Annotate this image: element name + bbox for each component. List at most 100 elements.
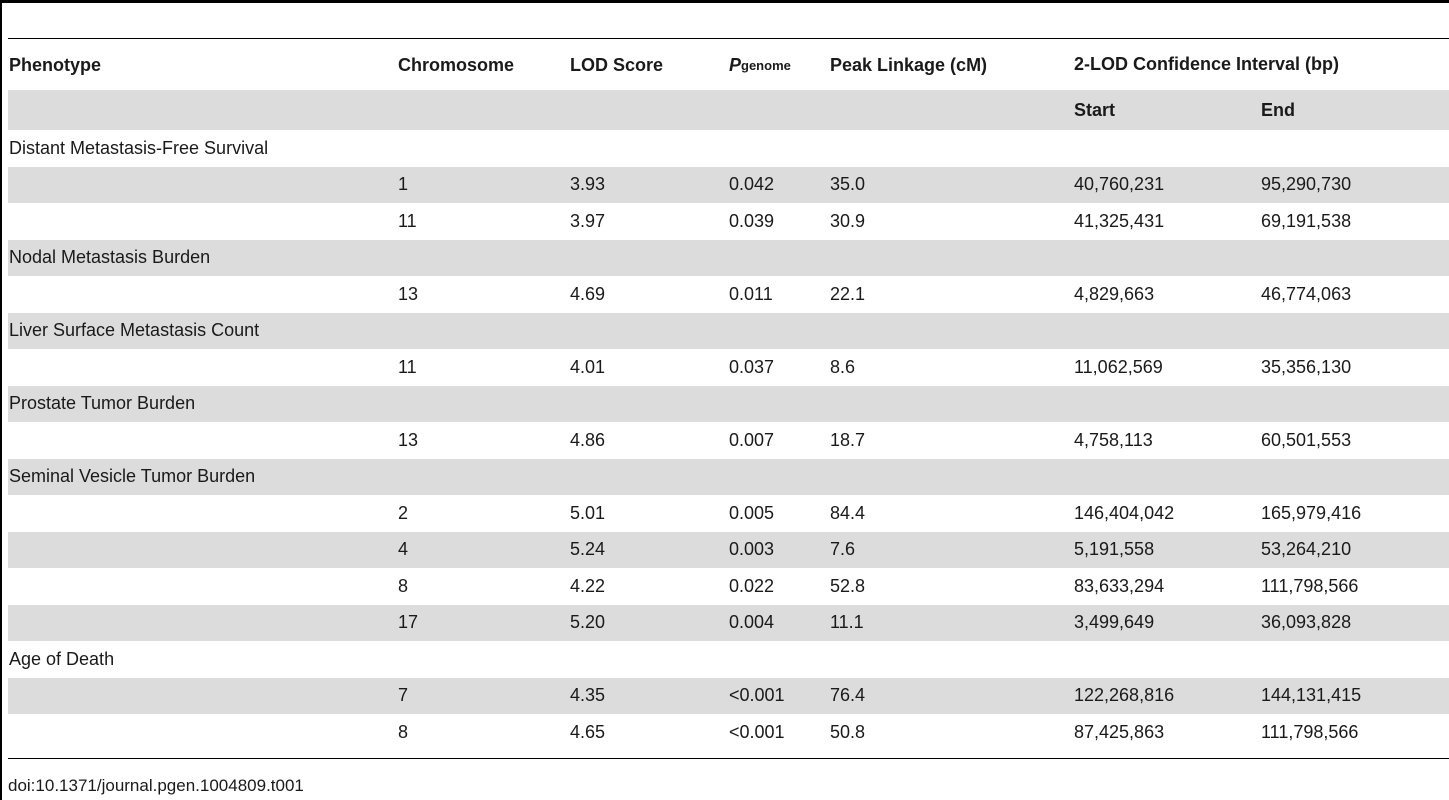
chromosome-cell: 1 [398, 174, 409, 195]
lod-cell: 4.65 [570, 721, 606, 742]
peak-linkage-cell: 11.1 [830, 612, 864, 633]
chromosome-cell: 17 [398, 612, 419, 633]
header-chromosome: Chromosome [398, 54, 515, 75]
p-genome-cell: 0.007 [729, 429, 775, 450]
chromosome-cell: 4 [398, 539, 409, 560]
header-p-main: P [729, 54, 742, 75]
phenotype-group-row: Distant Metastasis-Free Survival [8, 130, 1449, 167]
peak-linkage-cell: 52.8 [830, 575, 866, 596]
lod-cell: 5.01 [570, 502, 606, 523]
header-lod-score: LOD Score [570, 54, 664, 75]
p-genome-cell: 0.005 [729, 502, 775, 523]
lod-cell: 4.22 [570, 575, 606, 596]
p-genome-cell: <0.001 [729, 721, 785, 742]
table-row: 13 4.86 0.007 18.7 4,758,113 60,501,553 [8, 422, 1449, 459]
table-body: Distant Metastasis-Free Survival 1 3.93 0.0… [8, 130, 1449, 751]
end-cell: 35,356,130 [1261, 356, 1352, 377]
lod-cell: 3.93 [570, 174, 606, 195]
chromosome-cell: 8 [398, 721, 409, 742]
start-cell: 83,633,294 [1074, 575, 1165, 596]
p-genome-cell: <0.001 [729, 685, 785, 706]
header-rule [8, 38, 1449, 39]
phenotype-label: Distant Metastasis-Free Survival [9, 137, 269, 158]
bottom-rule [8, 758, 1449, 759]
p-genome-cell: 0.039 [729, 210, 775, 231]
chromosome-cell: 11 [398, 210, 417, 231]
start-cell: 146,404,042 [1074, 502, 1175, 523]
peak-linkage-cell: 7.6 [830, 539, 856, 560]
subheader-row: Start End [8, 90, 1449, 130]
end-cell: 46,774,063 [1261, 283, 1352, 304]
peak-linkage-cell: 35.0 [830, 174, 866, 195]
phenotype-label: Liver Surface Metastasis Count [9, 320, 260, 341]
header-start: Start [1074, 99, 1116, 120]
lod-cell: 5.20 [570, 612, 606, 633]
header-p-sub: genome [741, 57, 791, 73]
table-row: 7 4.35 <0.001 76.4 122,268,816 144,131,415 [8, 677, 1449, 714]
table-row: 17 5.20 0.004 11.1 3,499,649 36,093,828 [8, 604, 1449, 641]
p-genome-cell: 0.022 [729, 575, 775, 596]
lod-cell: 4.86 [570, 429, 606, 450]
phenotype-group-row: Prostate Tumor Burden [8, 385, 1449, 422]
end-cell: 95,290,730 [1261, 174, 1352, 195]
phenotype-group-row: Liver Surface Metastasis Count [8, 312, 1449, 349]
phenotype-label: Nodal Metastasis Burden [9, 247, 211, 268]
chromosome-cell: 2 [398, 502, 409, 523]
table-row: 11 3.97 0.039 30.9 41,325,431 69,191,538 [8, 203, 1449, 240]
chromosome-cell: 8 [398, 575, 409, 596]
peak-linkage-cell: 84.4 [830, 502, 866, 523]
table-row: 11 4.01 0.037 8.6 11,062,569 35,356,130 [8, 349, 1449, 386]
p-genome-cell: 0.003 [729, 539, 775, 560]
chromosome-cell: 13 [398, 283, 419, 304]
p-genome-cell: 0.042 [729, 174, 775, 195]
start-cell: 41,325,431 [1074, 210, 1165, 231]
end-cell: 111,798,566 [1261, 575, 1359, 596]
start-cell: 40,760,231 [1074, 174, 1165, 195]
p-genome-cell: 0.037 [729, 356, 775, 377]
phenotype-group-row: Seminal Vesicle Tumor Burden [8, 458, 1449, 495]
end-cell: 36,093,828 [1261, 612, 1352, 633]
start-cell: 3,499,649 [1074, 612, 1155, 633]
chromosome-cell: 11 [398, 356, 417, 377]
peak-linkage-cell: 50.8 [830, 721, 866, 742]
header-phenotype: Phenotype [9, 54, 102, 75]
header-confidence-interval: 2-LOD Confidence Interval (bp) [1074, 54, 1340, 74]
start-cell: 4,758,113 [1074, 429, 1153, 450]
header-peak-linkage: Peak Linkage (cM) [830, 54, 988, 75]
table-row: 8 4.65 <0.001 50.8 87,425,863 111,798,566 [8, 714, 1449, 751]
phenotype-group-row: Nodal Metastasis Burden [8, 239, 1449, 276]
end-cell: 60,501,553 [1261, 429, 1352, 450]
start-cell: 5,191,558 [1074, 539, 1155, 560]
end-cell: 111,798,566 [1261, 721, 1359, 742]
peak-linkage-cell: 76.4 [830, 685, 866, 706]
left-border [0, 0, 2, 800]
end-cell: 53,264,210 [1261, 539, 1352, 560]
top-border [0, 0, 1449, 3]
end-cell: 69,191,538 [1261, 210, 1352, 231]
chromosome-cell: 13 [398, 429, 419, 450]
peak-linkage-cell: 22.1 [830, 283, 866, 304]
peak-linkage-cell: 8.6 [830, 356, 856, 377]
phenotype-label: Prostate Tumor Burden [9, 393, 196, 414]
doi-caption: doi:10.1371/journal.pgen.1004809.t001 [8, 776, 304, 795]
p-genome-cell: 0.011 [729, 283, 773, 304]
peak-linkage-cell: 30.9 [830, 210, 866, 231]
header-end: End [1261, 99, 1295, 120]
end-cell: 144,131,415 [1261, 685, 1362, 706]
phenotype-group-row: Age of Death [8, 641, 1449, 678]
lod-cell: 4.69 [570, 283, 606, 304]
chromosome-cell: 7 [398, 685, 409, 706]
table-row: 2 5.01 0.005 84.4 146,404,042 165,979,416 [8, 495, 1449, 532]
p-genome-cell: 0.004 [729, 612, 775, 633]
start-cell: 122,268,816 [1074, 685, 1175, 706]
start-cell: 87,425,863 [1074, 721, 1165, 742]
table-row: 1 3.93 0.042 35.0 40,760,231 95,290,730 [8, 166, 1449, 203]
table-row: 13 4.69 0.011 22.1 4,829,663 46,774,063 [8, 276, 1449, 313]
peak-linkage-cell: 18.7 [830, 429, 866, 450]
lod-cell: 4.01 [570, 356, 606, 377]
table-row: 4 5.24 0.003 7.6 5,191,558 53,264,210 [8, 531, 1449, 568]
lod-cell: 4.35 [570, 685, 606, 706]
